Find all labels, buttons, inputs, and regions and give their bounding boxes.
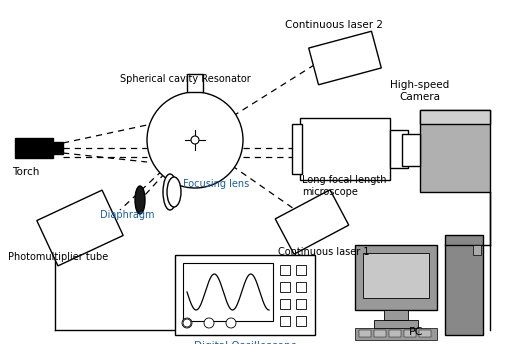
Bar [296, 265, 306, 275]
Bar [473, 245, 481, 255]
Polygon shape [275, 190, 349, 254]
Bar [296, 282, 306, 292]
Bar [420, 110, 490, 192]
Bar [280, 316, 290, 326]
Text: Torch: Torch [12, 167, 39, 177]
Circle shape [204, 318, 214, 328]
Bar [292, 124, 302, 174]
Text: Focusing lens: Focusing lens [183, 179, 249, 189]
Bar [359, 330, 371, 337]
Bar [280, 282, 290, 292]
Text: High-speed
Camera: High-speed Camera [390, 80, 450, 102]
Bar [390, 130, 408, 168]
Bar [420, 110, 490, 124]
Ellipse shape [135, 186, 145, 214]
Text: PC: PC [409, 327, 423, 337]
Text: Photomultiplier tube: Photomultiplier tube [8, 252, 108, 262]
Text: Long focal length
microscope: Long focal length microscope [302, 175, 387, 197]
Bar [404, 330, 416, 337]
Bar [363, 253, 429, 298]
Text: Digital Oscilloscope: Digital Oscilloscope [193, 341, 296, 344]
Text: Continuous laser 2: Continuous laser 2 [285, 20, 383, 30]
Polygon shape [309, 31, 382, 85]
Bar [296, 316, 306, 326]
Polygon shape [37, 190, 123, 266]
Circle shape [226, 318, 236, 328]
Bar [280, 299, 290, 309]
Text: Diaphragm: Diaphragm [100, 210, 155, 220]
Bar [296, 299, 306, 309]
Bar [374, 320, 418, 328]
Bar [374, 330, 386, 337]
Bar [187, 74, 203, 92]
Bar [445, 235, 483, 335]
Bar [355, 245, 437, 310]
Bar [175, 255, 315, 335]
Bar [355, 328, 437, 340]
Ellipse shape [167, 177, 181, 207]
Bar [389, 330, 401, 337]
Bar [402, 134, 420, 166]
Bar [183, 263, 273, 321]
Bar [280, 265, 290, 275]
Circle shape [147, 92, 243, 188]
Circle shape [191, 136, 199, 144]
Text: Continuous laser 1: Continuous laser 1 [278, 247, 370, 257]
Bar [419, 330, 431, 337]
Bar [53, 142, 63, 154]
Text: Spherical cavity Resonator: Spherical cavity Resonator [120, 74, 251, 84]
Bar [15, 138, 53, 158]
Ellipse shape [163, 174, 177, 210]
Bar [300, 118, 390, 180]
Circle shape [182, 318, 192, 328]
Bar [384, 310, 408, 320]
Circle shape [183, 319, 191, 327]
